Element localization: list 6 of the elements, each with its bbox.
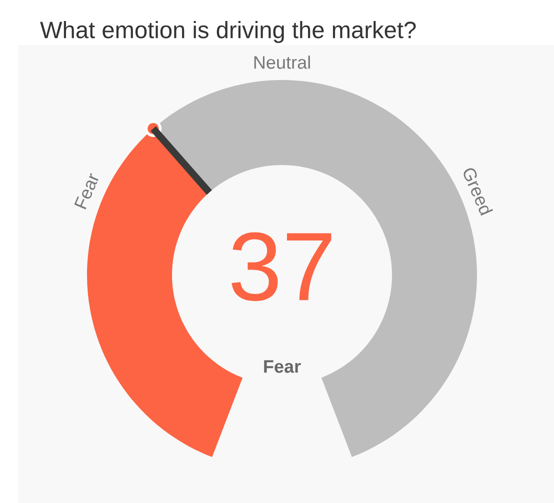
text: Neutral (254, 56, 310, 69)
text: Greed (462, 166, 494, 216)
text: Fear (74, 172, 100, 210)
text: Fear (264, 360, 301, 373)
chart-title: What emotion is driving the market? (40, 20, 416, 44)
text: 37 (232, 232, 332, 302)
